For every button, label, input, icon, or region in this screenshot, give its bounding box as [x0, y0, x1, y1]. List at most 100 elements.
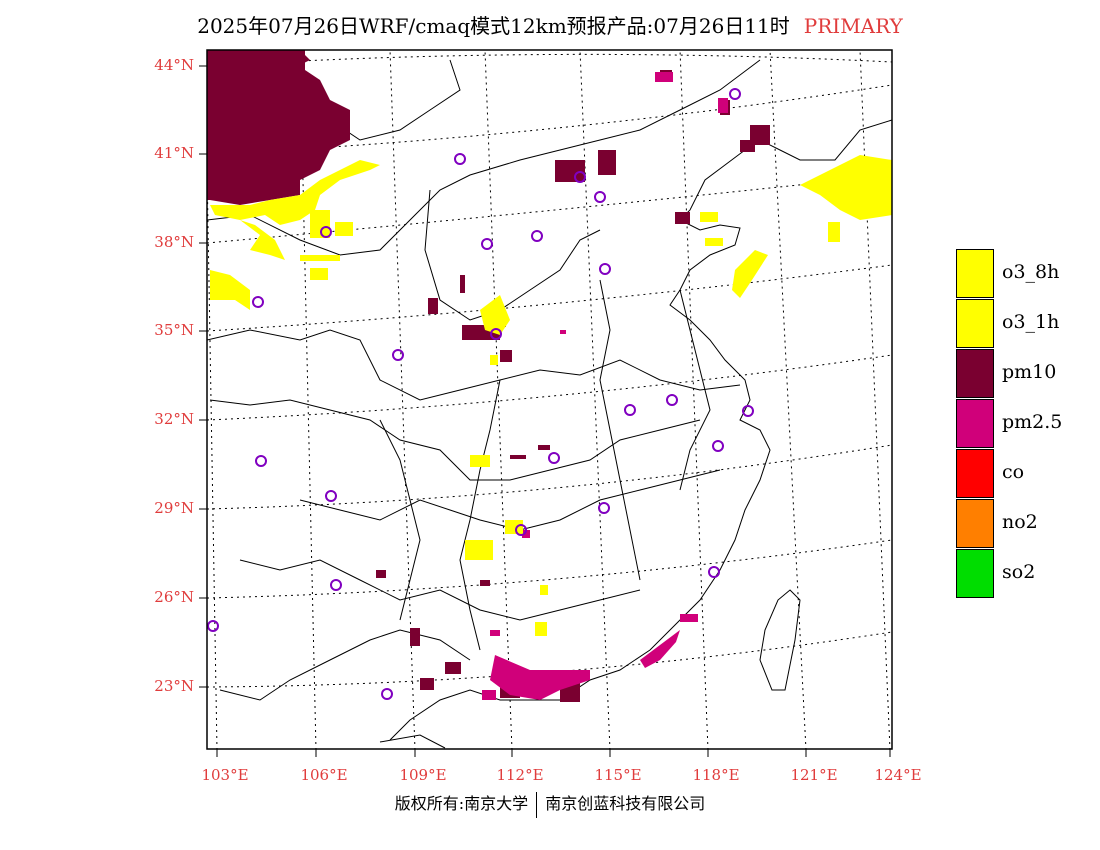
station [598, 502, 610, 514]
legend-swatch-o3-8h [956, 249, 994, 298]
map-title: 2025年07月26日WRF/cmaq模式12km预报产品:07月26日11时 P… [0, 10, 1100, 39]
title-text: 2025年07月26日WRF/cmaq模式12km预报产品:07月26日11时 [197, 14, 790, 38]
station [330, 579, 342, 591]
prov-4 [299, 469, 721, 531]
hainan-coast [379, 734, 446, 749]
lon-label-118: 118°E [692, 766, 740, 784]
station [255, 455, 267, 467]
legend-label-o3-1h: o3_1h [1002, 311, 1060, 333]
station [325, 490, 337, 502]
station [729, 88, 741, 100]
parallel-35 [207, 264, 892, 332]
station [381, 688, 393, 700]
station [207, 620, 219, 632]
legend-item-so2: so2 [956, 549, 1096, 599]
lon-label-115: 115°E [594, 766, 642, 784]
o3-field [210, 155, 892, 636]
copyright-left: 版权所有:南京大学 [394, 794, 529, 813]
station [515, 524, 527, 536]
prov-3 [209, 399, 701, 481]
station [252, 296, 264, 308]
station [599, 263, 611, 275]
lon-label-112: 112°E [496, 766, 544, 784]
legend-item-co: co [956, 449, 1096, 499]
station [454, 153, 466, 165]
station [392, 349, 404, 361]
pm25-fujian [640, 630, 680, 668]
lat-label-38: 38°N [154, 233, 194, 251]
o3-bohai-east [800, 155, 892, 220]
station [708, 566, 720, 578]
lon-label-106: 106°E [300, 766, 348, 784]
station [481, 238, 493, 250]
parallel-32 [207, 354, 892, 421]
parallel-26 [207, 539, 892, 599]
legend-swatch-co [956, 449, 994, 498]
station [574, 171, 586, 183]
legend-swatch-pm25 [956, 399, 994, 448]
lat-label-44: 44°N [154, 56, 194, 74]
o3-shandong-sea [732, 250, 768, 298]
legend-item-no2: no2 [956, 499, 1096, 549]
station [742, 405, 754, 417]
legend-item-o3-1h: o3_1h [956, 299, 1096, 349]
copyright-right: 南京创蓝科技有限公司 [545, 794, 706, 813]
lat-label-23: 23°N [154, 677, 194, 695]
stations [207, 88, 754, 700]
pm25-field [482, 72, 728, 700]
station [490, 328, 502, 340]
lon-label-121: 121°E [790, 766, 838, 784]
lon-label-124: 124°E [874, 766, 922, 784]
meridian-112 [484, 50, 513, 749]
lat-label-41: 41°N [154, 144, 194, 162]
legend-swatch-no2 [956, 499, 994, 548]
lon-label-103: 103°E [201, 766, 249, 784]
legend-label-o3-8h: o3_8h [1002, 261, 1060, 283]
prov-8 [599, 279, 641, 581]
o3-gansu [210, 270, 250, 310]
title-primary-tag: PRIMARY [803, 14, 903, 38]
prov-2 [207, 329, 741, 401]
legend-label-pm10: pm10 [1002, 361, 1057, 383]
station [666, 394, 678, 406]
parallel-29 [207, 444, 892, 510]
prov-9 [379, 419, 421, 621]
taiwan-outline [759, 589, 801, 691]
lat-label-32: 32°N [154, 410, 194, 428]
station [320, 226, 332, 238]
o3-inner-mongolia [210, 160, 380, 225]
station [531, 230, 543, 242]
boundaries [207, 59, 892, 749]
ticks [199, 65, 891, 757]
station [548, 452, 560, 464]
station [712, 440, 724, 452]
station [594, 191, 606, 203]
pm10-area-nw [207, 50, 350, 205]
meridian-109 [389, 50, 416, 749]
legend-item-pm25: pm2.5 [956, 399, 1096, 449]
inner-mongolia-south [207, 59, 761, 256]
prov-5 [239, 559, 641, 621]
pm10-area-nw2 [230, 50, 310, 65]
station [624, 404, 636, 416]
footer-separator [536, 791, 538, 818]
lon-label-109: 109°E [399, 766, 447, 784]
legend-label-co: co [1002, 461, 1025, 483]
prov-10 [679, 289, 711, 491]
prov-6 [219, 629, 471, 701]
legend-label-pm25: pm2.5 [1002, 411, 1063, 433]
pm25-guangzhou [490, 655, 590, 700]
legend-swatch-so2 [956, 549, 994, 598]
meridian-118 [679, 50, 709, 749]
prov-7 [459, 379, 501, 651]
legend-swatch-o3-1h [956, 299, 994, 348]
o3-shanxi [480, 295, 510, 335]
map-frame [206, 49, 893, 750]
legend-label-no2: no2 [1002, 511, 1038, 533]
legend-item-o3-8h: o3_8h [956, 249, 1096, 299]
legend-swatch-pm10 [956, 349, 994, 398]
legend-label-so2: so2 [1002, 561, 1036, 583]
legend-item-pm10: pm10 [956, 349, 1096, 399]
lat-label-26: 26°N [154, 588, 194, 606]
